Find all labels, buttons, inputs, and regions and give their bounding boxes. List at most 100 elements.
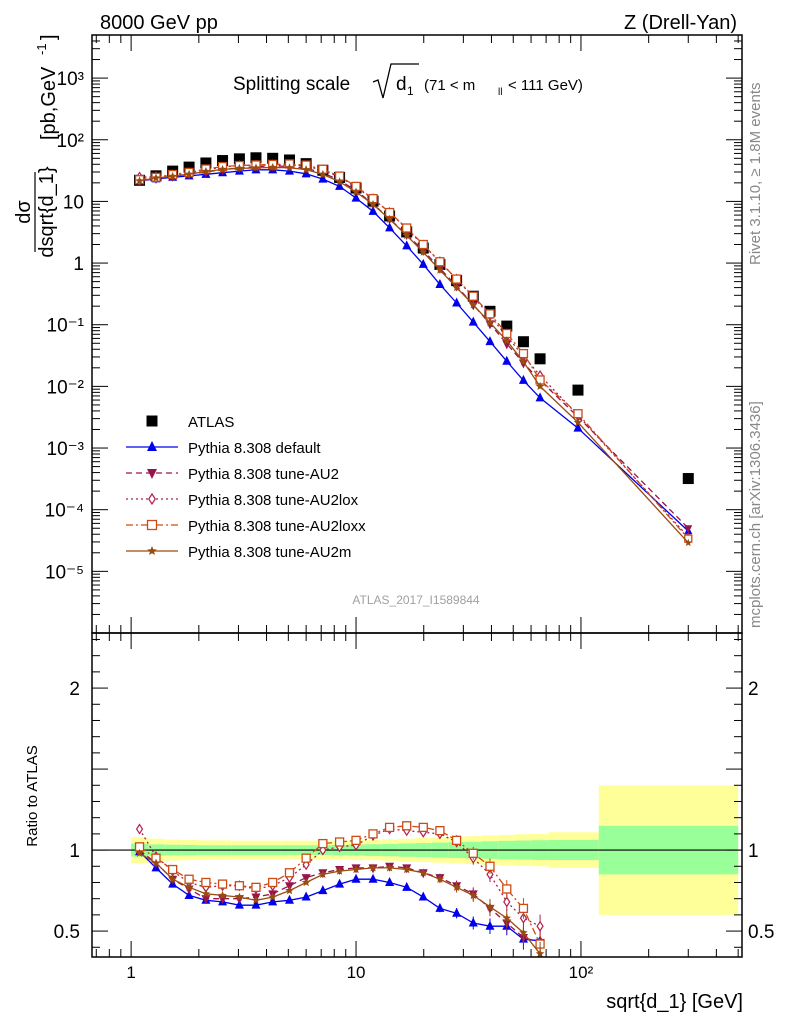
y-title-denominator: dsqrt{d_1} [36, 166, 58, 258]
ratio-point [251, 882, 261, 892]
ratio-y-tick-label-right: 0.5 [748, 922, 774, 943]
title-range-subscript: ll [498, 87, 502, 98]
legend-label: Pythia 8.308 tune-AU2m [188, 544, 351, 561]
y-tick-label: 10³ [57, 69, 84, 90]
data-point [534, 353, 546, 365]
ratio-point [485, 920, 495, 930]
data-point [233, 153, 245, 165]
data-point [250, 152, 262, 164]
ratio-point [135, 848, 144, 857]
series-line [139, 163, 689, 540]
data-point [419, 247, 428, 256]
legend: ATLAS Pythia 8.308 default Pythia 8.308 tu… [126, 414, 366, 561]
ratio-point [301, 891, 311, 901]
x-tick-label: 10 [347, 963, 366, 982]
ratio-point [335, 878, 345, 888]
legend-marker [148, 492, 156, 506]
y-tick-label: 10² [57, 131, 84, 152]
ratio-point [235, 892, 244, 901]
legend-entry: Pythia 8.308 tune-AU2lox [126, 492, 359, 509]
data-point [351, 192, 361, 202]
title-subscript: 1 [407, 84, 414, 98]
data-point [684, 525, 693, 534]
legend-entry: Pythia 8.308 tune-AU2loxx [126, 518, 366, 535]
ratio-point [502, 884, 512, 894]
data-point [251, 163, 261, 172]
data-point [518, 374, 528, 384]
header-left-label: 8000 GeV pp [100, 12, 218, 34]
series-pythia-8-308-tune-au2loxx [134, 159, 693, 543]
data-point [168, 171, 177, 180]
rivet-label-group: Rivet 3.1.10, ≥ 1.8M events [747, 83, 764, 266]
rivet-label: Rivet 3.1.10, ≥ 1.8M events [747, 83, 764, 266]
main-plot-marks [134, 152, 694, 547]
y-axis-title: dσ dsqrt{d_1} [pb,GeV -1 ] [13, 34, 60, 257]
ratio-point [536, 920, 544, 932]
ratio-point [301, 878, 311, 887]
data-point [301, 165, 311, 174]
legend-label: ATLAS [188, 414, 234, 431]
data-point [183, 161, 195, 173]
sqrt-symbol [372, 63, 419, 99]
ratio-point [418, 891, 428, 901]
ratio-point [452, 882, 461, 891]
axes: 1 10 10² 10⁻⁵ 10⁻⁴ 10⁻³ 10⁻² 10⁻¹ 1 10 10² 10³ 0.5 0.… [45, 34, 774, 982]
data-point [418, 239, 428, 250]
data-point [200, 157, 212, 169]
ratio-point [201, 895, 211, 905]
ratio-point [268, 877, 278, 888]
data-point [573, 409, 583, 419]
ratio-point [385, 876, 395, 886]
data-point [485, 336, 495, 346]
ratio-point [168, 864, 178, 875]
ratio-point [435, 825, 445, 836]
data-point [402, 240, 412, 250]
data-point [268, 163, 277, 172]
x-tick-label: 10² [569, 963, 594, 982]
data-point [452, 283, 461, 292]
data-point [502, 355, 512, 365]
ratio-line [139, 851, 541, 942]
title-symbol: d [396, 74, 407, 95]
ratio-point [385, 863, 394, 872]
data-point [335, 177, 344, 186]
title-range: (71 < m [424, 77, 475, 94]
series-pythia-8-308-tune-au2m [135, 163, 693, 547]
ratio-point [285, 886, 294, 895]
data-point [573, 417, 583, 427]
ratio-point [284, 894, 294, 904]
legend-marker [146, 519, 158, 531]
ratio-point [402, 881, 412, 891]
mcplots-label: mcplots.cern.ch [arXiv:1306.3436] [747, 401, 764, 628]
ratio-point [435, 902, 445, 912]
data-point [682, 473, 694, 485]
ratio-point [234, 881, 245, 891]
legend-entry: Pythia 8.308 tune-AU2m [126, 544, 351, 561]
ratio-point [218, 890, 227, 900]
ratio-point [519, 928, 528, 937]
ratio-point [335, 866, 344, 875]
data-point [267, 152, 279, 164]
data-point [151, 173, 161, 182]
ratio-point [201, 877, 211, 888]
ratio-point [301, 853, 311, 863]
header-right-label: Z (Drell-Yan) [624, 12, 737, 34]
ratio-plot-frame [91, 632, 743, 958]
ratio-point [318, 838, 328, 849]
ratio-point [318, 885, 328, 895]
legend-label: Pythia 8.308 tune-AU2 [188, 466, 339, 483]
ratio-plot-marks [92, 821, 742, 957]
ratio-y-tick-label: 0.5 [54, 922, 80, 943]
ratio-point [284, 868, 295, 878]
legend-label: Pythia 8.308 tune-AU2loxx [188, 518, 366, 535]
ratio-point [184, 874, 194, 884]
legend-entry: ATLAS [146, 414, 234, 431]
ratio-point [418, 822, 428, 833]
data-point [468, 291, 478, 301]
data-point [385, 222, 395, 232]
ratio-point [402, 821, 412, 831]
y-tick-label: 10⁻² [47, 377, 85, 398]
ratio-y-title-group: Ratio to ATLAS [24, 745, 41, 846]
ratio-y-tick-label: 2 [69, 679, 80, 700]
